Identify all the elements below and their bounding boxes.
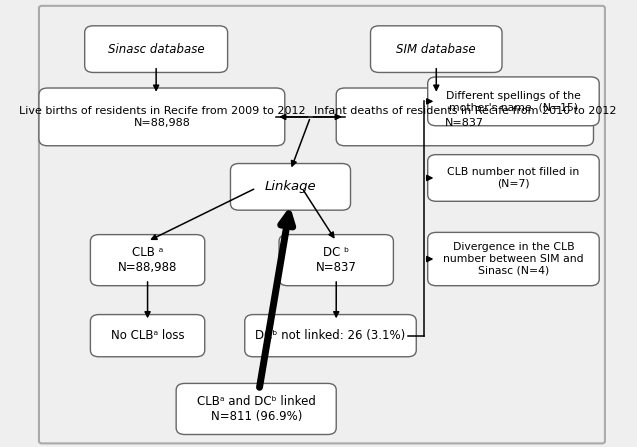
FancyBboxPatch shape (85, 26, 227, 72)
FancyBboxPatch shape (371, 26, 502, 72)
FancyBboxPatch shape (427, 155, 599, 201)
FancyBboxPatch shape (427, 77, 599, 126)
FancyBboxPatch shape (90, 315, 204, 357)
FancyBboxPatch shape (39, 88, 285, 146)
Text: CLBᵃ and DCᵇ linked
N=811 (96.9%): CLBᵃ and DCᵇ linked N=811 (96.9%) (197, 395, 315, 423)
FancyBboxPatch shape (231, 164, 350, 210)
FancyBboxPatch shape (39, 6, 605, 443)
Text: Different spellings of the
mother's name  (N=15): Different spellings of the mother's name… (446, 91, 581, 112)
Text: CLB number not filled in
(N=7): CLB number not filled in (N=7) (447, 167, 580, 189)
FancyBboxPatch shape (245, 315, 416, 357)
Text: DC ᵇ
N=837: DC ᵇ N=837 (316, 246, 357, 274)
Text: DCᵇ not linked: 26 (3.1%): DCᵇ not linked: 26 (3.1%) (255, 329, 406, 342)
Text: SIM database: SIM database (396, 42, 476, 55)
Text: Infant deaths of residents in Recife from 2010 to 2012
N=837: Infant deaths of residents in Recife fro… (313, 106, 616, 128)
FancyBboxPatch shape (176, 384, 336, 434)
Text: Linkage: Linkage (265, 180, 317, 194)
Text: Sinasc database: Sinasc database (108, 42, 204, 55)
Text: No CLBᵃ loss: No CLBᵃ loss (111, 329, 184, 342)
Text: Live births of residents in Recife from 2009 to 2012
N=88,988: Live births of residents in Recife from … (18, 106, 305, 128)
FancyBboxPatch shape (90, 235, 204, 286)
FancyBboxPatch shape (336, 88, 594, 146)
Text: Divergence in the CLB
number between SIM and
Sinasc (N=4): Divergence in the CLB number between SIM… (443, 242, 583, 276)
FancyBboxPatch shape (279, 235, 394, 286)
Text: CLB ᵃ
N=88,988: CLB ᵃ N=88,988 (118, 246, 177, 274)
FancyBboxPatch shape (427, 232, 599, 286)
